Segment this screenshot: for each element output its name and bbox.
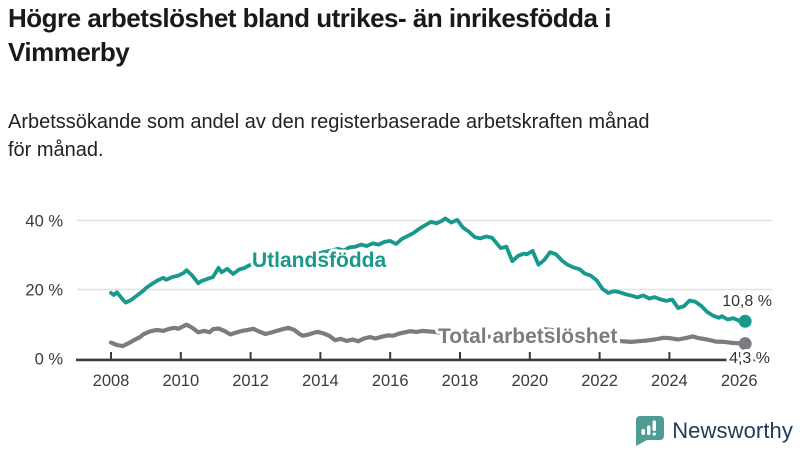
y-tick-label: 40 % bbox=[25, 213, 63, 231]
y-tick-label: 0 % bbox=[35, 351, 64, 369]
newsworthy-wordmark: Newsworthy bbox=[672, 417, 793, 443]
series-label-total: Total arbetslöshet bbox=[438, 325, 617, 348]
newsworthy-logo[interactable]: Newsworthy bbox=[635, 415, 793, 446]
page-title: Högre arbetslöshet bland utrikes- än inr… bbox=[8, 2, 796, 70]
x-tick-label-2020: 2020 bbox=[511, 372, 548, 390]
x-tick-label-2014: 2014 bbox=[302, 372, 339, 390]
chart-generated-layer: 0 % 20 % 40 % 2008 2010 2012 2014 2016 2018 2020 2… bbox=[25, 213, 772, 390]
x-tick-label-2022: 2022 bbox=[581, 372, 618, 390]
x-tick-label-2008: 2008 bbox=[93, 372, 130, 390]
newsworthy-bubble-chart-icon bbox=[636, 416, 665, 446]
x-tick-label-2018: 2018 bbox=[442, 372, 479, 390]
end-dot-utlandsfodda bbox=[738, 314, 752, 328]
line-utlandsfodda bbox=[109, 216, 747, 324]
title-line-1: Högre arbetslöshet bland utrikes- än inr… bbox=[8, 3, 611, 33]
subtitle-line-2: för månad. bbox=[8, 139, 104, 162]
x-tick-label-2016: 2016 bbox=[372, 372, 409, 390]
y-tick-label: 20 % bbox=[25, 282, 63, 300]
line-total bbox=[108, 322, 748, 349]
series-label-utlandsfodda: Utlandsfödda bbox=[252, 249, 386, 272]
end-dot-total bbox=[738, 337, 752, 351]
x-tick-label-2024: 2024 bbox=[651, 372, 688, 390]
x-tick-label-2010: 2010 bbox=[162, 372, 199, 390]
x-tick-label-2026: 2026 bbox=[721, 372, 758, 390]
chart-subtitle: Arbetssökande som andel av den registerb… bbox=[8, 108, 796, 165]
end-value-total: 4,3 % bbox=[729, 350, 770, 367]
title-line-2: Vimmerby bbox=[8, 36, 130, 67]
subtitle-line-1: Arbetssökande som andel av den registerb… bbox=[8, 111, 650, 133]
end-value-utlandsfodda: 10,8 % bbox=[722, 293, 772, 310]
chart-labels: Utlandsfödda Total arbetslöshet 10,8 % 4… bbox=[249, 246, 775, 370]
x-tick-label-2012: 2012 bbox=[232, 372, 269, 390]
